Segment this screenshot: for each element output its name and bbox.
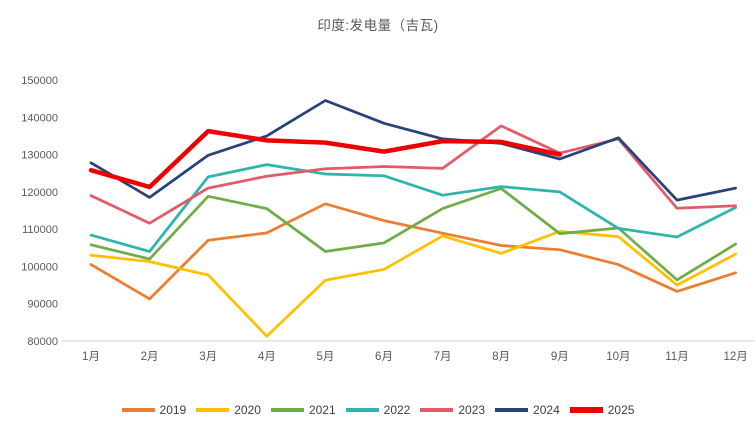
legend-item-2023: 2023: [420, 403, 485, 417]
legend-item-2020: 2020: [196, 403, 261, 417]
legend-swatch-2025: [569, 407, 603, 413]
series-line-2023: [89, 124, 737, 225]
legend-label: 2025: [607, 403, 635, 417]
y-axis-tick-label: 90000: [27, 299, 58, 311]
series-line-2021: [89, 187, 737, 282]
legend-swatch-2020: [196, 408, 230, 412]
series-line-2022: [89, 163, 737, 253]
x-axis-tick-label: 7月: [434, 351, 452, 363]
y-axis-tick-label: 150000: [21, 75, 58, 87]
chart-title: 印度:发电量（吉瓦): [317, 18, 439, 33]
x-axis-tick-label: 3月: [199, 351, 217, 363]
legend-swatch-2019: [121, 408, 155, 412]
series-line-2025: [88, 128, 563, 190]
x-axis-tick-label: 12月: [723, 351, 747, 363]
legend-swatch-2024: [495, 408, 529, 412]
legend-swatch-2023: [420, 408, 454, 412]
series-line-2024: [89, 99, 737, 202]
y-axis-tick-label: 110000: [22, 224, 58, 236]
legend-label: 2023: [458, 403, 486, 417]
legend-item-2021: 2021: [270, 403, 336, 417]
chart-legend: 2019 2020 2021 2022 2023 2024 2025: [0, 403, 756, 417]
legend-swatch-2022: [345, 408, 379, 412]
series-line-2020: [89, 230, 737, 338]
legend-item-2025: 2025: [569, 403, 635, 417]
y-axis-tick-label: 80000: [27, 336, 58, 348]
legend-label: 2019: [159, 403, 187, 417]
x-axis-tick-label: 5月: [316, 351, 334, 363]
y-axis-tick-label: 140000: [21, 112, 58, 124]
x-axis-tick-label: 1月: [82, 351, 100, 363]
x-axis-tick-label: 2月: [141, 351, 159, 363]
x-axis-tick-label: 6月: [375, 351, 393, 363]
legend-item-2024: 2024: [495, 403, 560, 417]
x-axis-tick-label: 9月: [551, 351, 569, 363]
y-axis-tick-label: 100000: [21, 261, 58, 273]
x-axis-tick-label: 4月: [258, 351, 276, 363]
legend-item-2019: 2019: [121, 403, 187, 417]
legend-label: 2021: [308, 403, 336, 417]
legend-label: 2024: [533, 403, 560, 417]
x-axis-tick-label: 11月: [665, 351, 688, 363]
x-axis-tick-label: 10月: [606, 351, 630, 363]
legend-label: 2020: [234, 403, 261, 417]
y-axis-tick-label: 120000: [21, 187, 58, 199]
line-chart: 80000 90000 100000 110000 120000 130000 140000…: [21, 75, 754, 363]
legend-item-2022: 2022: [345, 403, 411, 417]
legend-swatch-2021: [270, 408, 304, 412]
x-axis-tick-label: 8月: [492, 351, 510, 363]
y-axis-tick-label: 130000: [21, 150, 58, 162]
legend-label: 2022: [383, 403, 411, 417]
